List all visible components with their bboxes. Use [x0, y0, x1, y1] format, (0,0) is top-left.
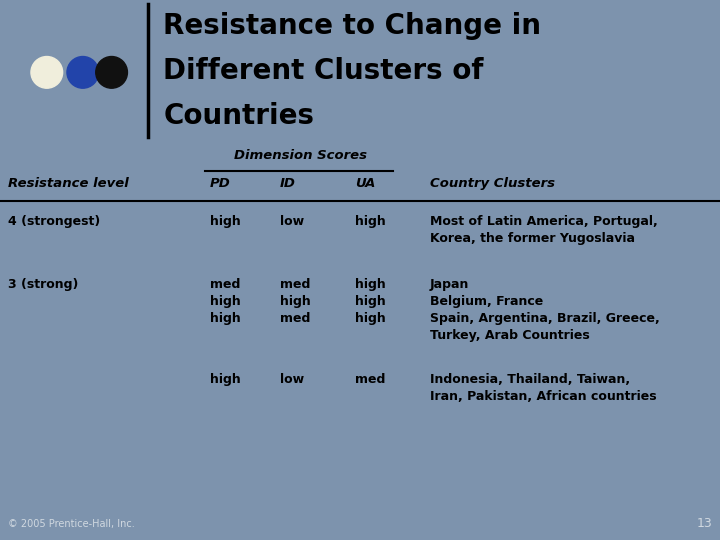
Text: high: high — [210, 215, 240, 228]
Text: med: med — [280, 278, 310, 291]
Text: Belgium, France: Belgium, France — [430, 295, 544, 308]
Text: Countries: Countries — [163, 102, 315, 130]
Circle shape — [31, 57, 63, 88]
Text: Korea, the former Yugoslavia: Korea, the former Yugoslavia — [430, 232, 635, 245]
Text: 3 (strong): 3 (strong) — [8, 278, 78, 291]
Text: Country Clusters: Country Clusters — [430, 177, 555, 190]
Text: Japan: Japan — [430, 278, 469, 291]
Text: high: high — [355, 278, 386, 291]
Text: Resistance level: Resistance level — [8, 177, 129, 190]
Text: Dimension Scores: Dimension Scores — [233, 148, 366, 161]
Text: Resistance to Change in: Resistance to Change in — [163, 11, 541, 39]
Text: © 2005 Prentice-Hall, Inc.: © 2005 Prentice-Hall, Inc. — [8, 518, 135, 529]
Text: Different Clusters of: Different Clusters of — [163, 57, 484, 85]
Text: Most of Latin America, Portugal,: Most of Latin America, Portugal, — [430, 215, 658, 228]
Text: med: med — [355, 373, 385, 386]
Text: Spain, Argentina, Brazil, Greece,: Spain, Argentina, Brazil, Greece, — [430, 312, 660, 325]
Text: high: high — [355, 295, 386, 308]
Circle shape — [67, 57, 99, 88]
Text: ID: ID — [280, 177, 296, 190]
Text: 4 (strongest): 4 (strongest) — [8, 215, 100, 228]
Text: Iran, Pakistan, African countries: Iran, Pakistan, African countries — [430, 390, 657, 403]
Text: Turkey, Arab Countries: Turkey, Arab Countries — [430, 329, 590, 342]
Text: PD: PD — [210, 177, 230, 190]
Circle shape — [96, 57, 127, 88]
Text: low: low — [280, 215, 304, 228]
Text: low: low — [280, 373, 304, 386]
Text: high: high — [355, 312, 386, 325]
Text: high: high — [210, 295, 240, 308]
Text: 13: 13 — [696, 517, 712, 530]
Text: med: med — [210, 278, 240, 291]
Text: UA: UA — [355, 177, 375, 190]
Text: high: high — [355, 215, 386, 228]
Text: med: med — [280, 312, 310, 325]
Text: high: high — [210, 373, 240, 386]
Text: Indonesia, Thailand, Taiwan,: Indonesia, Thailand, Taiwan, — [430, 373, 630, 386]
Text: high: high — [210, 312, 240, 325]
Text: high: high — [280, 295, 311, 308]
